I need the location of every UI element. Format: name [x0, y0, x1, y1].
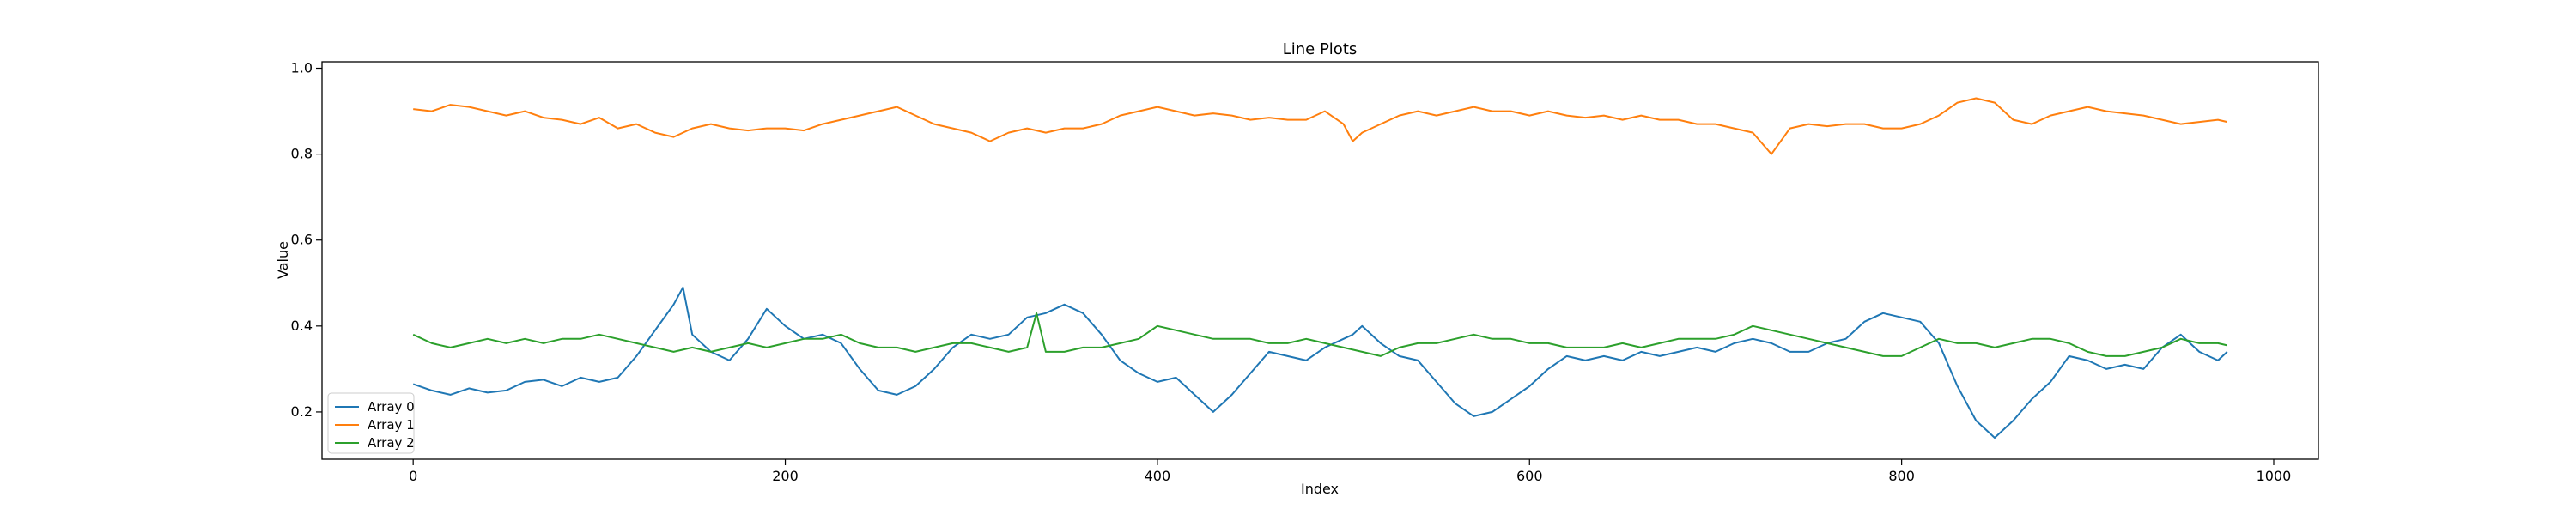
chart-title: Line Plots	[1283, 40, 1358, 58]
y-tick-label: 1.0	[291, 60, 313, 76]
x-tick-label: 600	[1516, 468, 1543, 484]
y-tick-label: 0.4	[291, 318, 313, 334]
y-tick-label: 0.6	[291, 232, 313, 248]
series-line-0	[412, 286, 2228, 439]
legend-label-1: Array 1	[368, 417, 415, 433]
plot-frame	[321, 61, 2319, 460]
legend-frame	[327, 392, 415, 454]
legend-label-0: Array 0	[368, 399, 415, 415]
series-line-2	[412, 312, 2228, 357]
series-line-1	[413, 97, 2228, 155]
x-axis: 0 200 400 600 800 1000	[409, 459, 2291, 484]
series-layer	[412, 97, 2228, 439]
x-tick-label: 400	[1145, 468, 1171, 484]
x-tick-label: 800	[1888, 468, 1915, 484]
y-axis: 0.2 0.4 0.6 0.8 1.0	[291, 60, 322, 420]
legend: Array 0 Array 1 Array 2	[327, 392, 415, 454]
legend-label-2: Array 2	[368, 435, 415, 451]
x-tick-label: 200	[772, 468, 799, 484]
x-tick-label: 1000	[2257, 468, 2292, 484]
y-axis-label: Value	[275, 241, 291, 279]
y-tick-label: 0.2	[291, 403, 313, 420]
y-tick-label: 0.8	[291, 146, 313, 162]
x-tick-label: 0	[409, 468, 417, 484]
x-axis-label: Index	[1301, 481, 1339, 497]
